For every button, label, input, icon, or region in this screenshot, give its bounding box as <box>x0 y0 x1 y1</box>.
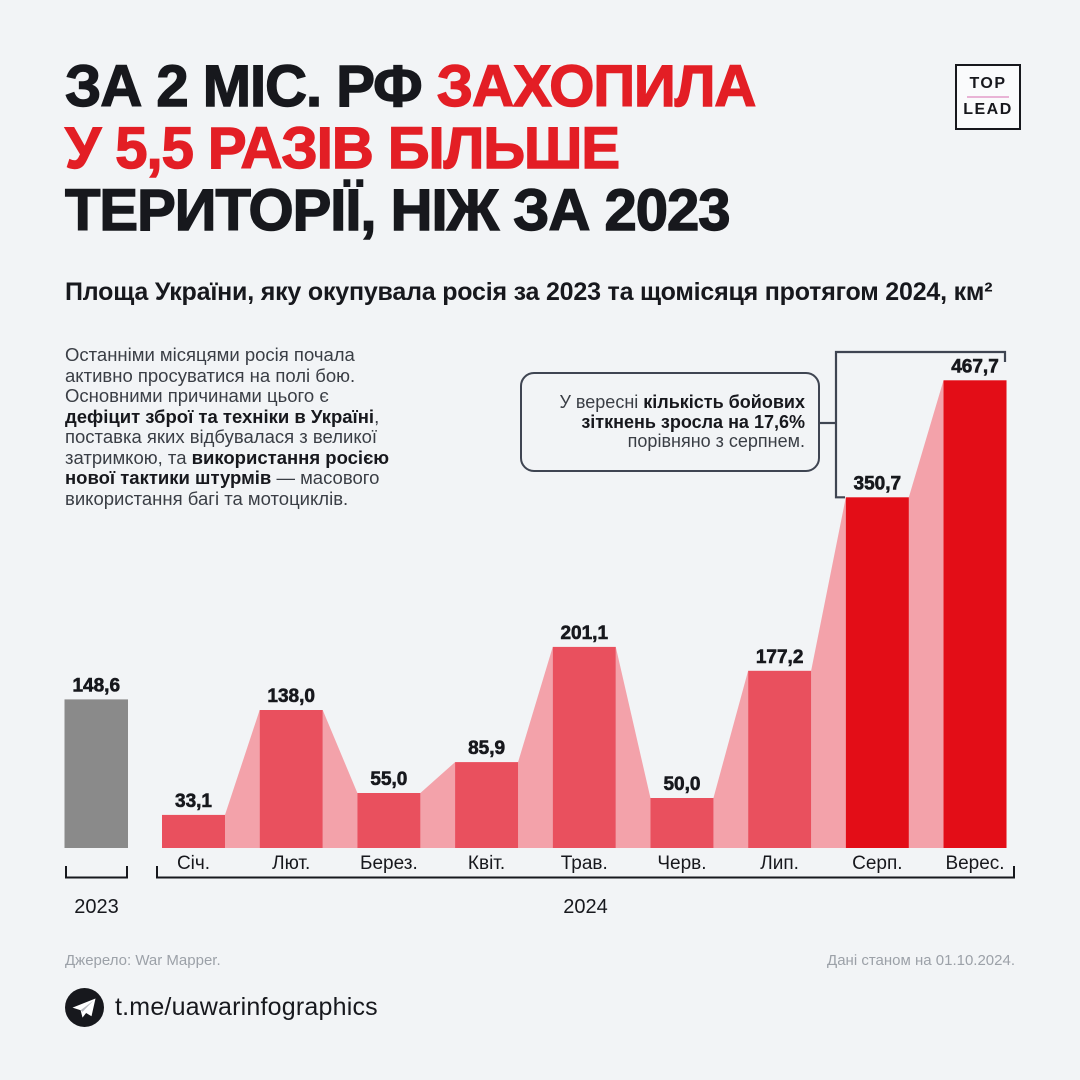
paragraph-line-1: Останніми місяцями росія почала <box>65 344 355 365</box>
area-connector <box>811 497 846 848</box>
title-line-2: У 5,5 РАЗІВ БІЛЬШЕ <box>64 116 620 181</box>
page-title: ЗА 2 МІС. РФ ЗАХОПИЛА У 5,5 РАЗІВ БІЛЬШЕ Т… <box>64 54 757 243</box>
year-label-2024: 2024 <box>563 896 608 918</box>
value-label: 33,1 <box>175 791 212 812</box>
year-bracket-2024 <box>156 866 1015 879</box>
value-label: 138,0 <box>267 686 315 707</box>
paragraph-line-3: Основними причинами цього є <box>65 385 329 406</box>
area-connector <box>518 646 553 848</box>
area-connector <box>420 762 456 848</box>
value-label: 467,7 <box>951 356 999 377</box>
logo-lead-text: LEAD <box>963 101 1013 118</box>
area-connector <box>908 380 944 848</box>
month-label: Верес. <box>945 853 1004 874</box>
month-bar-Трав. <box>552 646 616 848</box>
callout-line-1: У вересні кількість бойових <box>559 392 805 412</box>
paragraph-line-4: дефіцит зброї та техніки в Україні, <box>65 405 380 427</box>
callout-line-3: порівняно з серпнем. <box>627 431 805 451</box>
value-label: 201,1 <box>560 623 608 644</box>
year-label-2023: 2023 <box>74 896 119 918</box>
paragraph-line-6: затримкою, та використання росією <box>65 446 390 468</box>
value-label-2023: 148,6 <box>72 675 120 696</box>
telegram-handle[interactable]: t.me/uawarinfographics <box>115 993 378 1021</box>
area-connector <box>713 670 749 848</box>
area-connector <box>225 710 260 848</box>
footer-source: Джерело: War Mapper. <box>65 952 221 969</box>
telegram-icon <box>65 988 104 1027</box>
callout-line-2: зіткнень зросла на 17,6% <box>581 411 805 432</box>
month-bar-Січ. <box>162 814 225 848</box>
month-label: Січ. <box>177 853 210 874</box>
month-bar-Черв. <box>650 798 714 848</box>
footer-data-asof: Дані станом на 01.10.2024. <box>827 952 1015 969</box>
area-connector <box>615 646 651 848</box>
month-label: Серп. <box>852 853 902 874</box>
paragraph-line-8: використання багі та мотоциклів. <box>65 487 349 509</box>
value-label: 85,9 <box>468 738 505 759</box>
month-bar-Серп. <box>845 497 909 848</box>
paragraph-line-7: нової тактики штурмів — масового <box>65 467 380 488</box>
month-bar-Квіт. <box>455 762 519 848</box>
month-bar-Лют. <box>259 710 323 848</box>
month-label: Лип. <box>760 853 799 874</box>
logo-top-text: TOP <box>969 75 1007 92</box>
callout-box: У вересні кількість бойових зіткнень зрос… <box>520 372 820 472</box>
month-label: Лют. <box>272 853 310 874</box>
year-bracket-2023 <box>65 866 128 879</box>
month-bar-Верес. <box>943 380 1007 848</box>
description-paragraph: Останніми місяцями росія почала активно п… <box>65 344 390 509</box>
month-label: Трав. <box>561 853 608 874</box>
telegram-row: t.me/uawarinfographics <box>65 988 378 1027</box>
area-connector <box>322 710 358 848</box>
paragraph-line-2: активно просуватися на полі бою. <box>65 364 356 386</box>
month-bar-Берез. <box>357 793 421 848</box>
bar-2023 <box>64 699 128 848</box>
month-bar-Лип. <box>748 670 812 848</box>
chart-subtitle: Площа України, яку окупувала росія за 20… <box>65 278 993 306</box>
month-label: Квіт. <box>468 853 505 874</box>
highlight-bracket <box>834 350 1007 499</box>
month-label: Берез. <box>360 853 418 874</box>
toplead-logo: TOP LEAD <box>955 64 1021 130</box>
logo-divider <box>967 96 1009 98</box>
title-line-1: ЗА 2 МІС. РФ ЗАХОПИЛА <box>64 54 757 119</box>
value-label: 350,7 <box>854 473 902 494</box>
month-label: Черв. <box>657 853 706 874</box>
value-label: 55,0 <box>370 769 407 790</box>
value-label: 50,0 <box>663 774 700 795</box>
value-label: 177,2 <box>756 647 804 668</box>
paragraph-line-5: поставка яких відбувалася з великої <box>65 426 378 447</box>
title-line-3: ТЕРИТОРІЇ, НІЖ ЗА 2023 <box>64 178 731 243</box>
